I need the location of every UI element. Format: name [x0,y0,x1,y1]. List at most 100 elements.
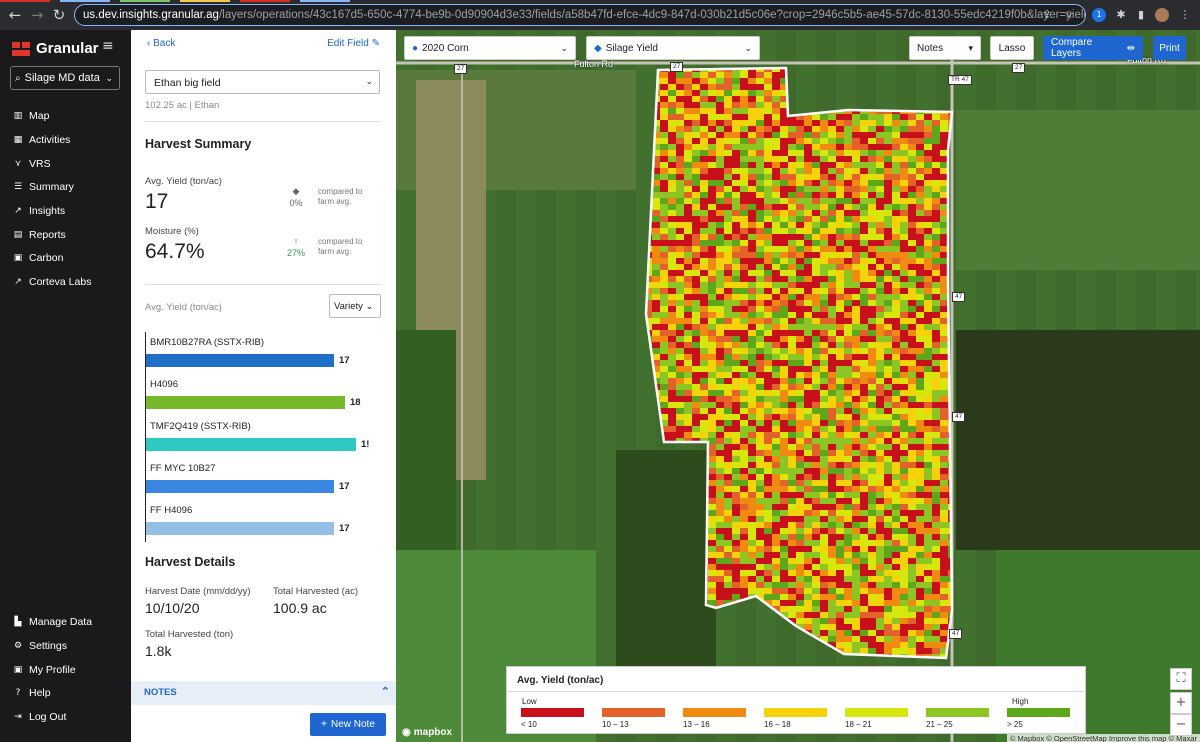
nav-label: Manage Data [29,616,93,628]
profile-avatar-icon[interactable] [1155,8,1169,22]
arrow-up-icon: ↑ [293,236,299,246]
season-select[interactable]: ⌕ Silage MD data ⌄ [10,66,120,90]
notes-label: NOTES [144,687,177,698]
puzzle-extensions-icon[interactable]: ✱ [1116,8,1126,21]
nav-item-help[interactable]: ? Help [13,687,51,699]
menu-dots-icon[interactable]: ⋮ [1179,8,1191,21]
nav-item-summary[interactable]: ☰ Summary [13,181,74,193]
granular-logo-mark-icon [12,41,30,56]
print-button[interactable]: Print [1153,36,1186,60]
back-link[interactable]: ‹ Back [147,38,175,49]
collapse-menu-icon[interactable]: ≡ [102,38,114,54]
fullscreen-icon[interactable]: ⛶ [1170,668,1192,690]
gear-icon: ⚙ [13,641,23,651]
legend-swatch [683,708,746,717]
nav-item-reports[interactable]: ▤ Reports [13,229,66,241]
harvest-date-value: 10/10/20 [145,600,200,616]
bookmark-star-icon[interactable]: ☆ [1064,8,1074,21]
notes-section-header[interactable]: NOTES ⌃ [131,681,396,705]
nav-label: Corteva Labs [29,276,92,288]
variety-bar[interactable] [146,522,334,535]
bar-value: 1! [361,439,370,450]
legend-range: < 10 [521,720,537,729]
lasso-button-label: Lasso [998,42,1026,54]
caret-down-icon: ▾ [968,42,973,53]
moisture-value: 64.7% [145,240,205,263]
legend-swatch [764,708,827,717]
mapbox-logo[interactable]: ◉ mapbox [402,727,452,738]
sidebar-icon[interactable]: ▮ [1137,8,1145,21]
harvest-date-label: Harvest Date (mm/dd/yy) [145,586,251,597]
chevron-up-icon: ⌃ [380,686,390,698]
nav-label: Insights [29,205,66,217]
route-shield: 47 [952,412,966,422]
moisture-delta: 27% [286,248,305,258]
map-attribution[interactable]: © Mapbox © OpenStreetMap Improve this ma… [1006,734,1200,742]
logout-icon: ⇥ [14,712,22,722]
chart-axis [145,332,146,542]
moisture-compare: compared to farm avg. [318,237,363,256]
reload-icon[interactable]: ↻ [52,6,66,24]
compare-layers-button[interactable]: Compare Layers ⇹ [1043,36,1143,60]
nav-item-insights[interactable]: ↗ Insights [13,205,65,217]
granular-logo[interactable]: Granular [12,40,99,57]
nav-item-activities[interactable]: ▦ Activities [13,134,71,146]
divider [145,284,381,285]
chevron-left-icon: ‹ [147,38,154,49]
crop-season-select[interactable]: ● 2020 Corn ⌄ [404,36,576,60]
bar-label: FF H4096 [150,505,193,516]
route-shield: 27 [670,62,684,72]
chevron-down-icon: ⌄ [365,301,374,312]
field-detail-panel: ‹ Back Edit Field ✎ Ethan big field ⌄ 10… [131,30,396,742]
share-icon[interactable]: ⇪ [1042,8,1052,21]
zoom-out-button[interactable]: − [1170,714,1192,736]
nav-item-corteva-labs[interactable]: ↗ Corteva Labs [13,276,91,288]
avg-yield-value: 17 [145,190,169,213]
variety-bar[interactable] [146,354,334,367]
forward-arrow-icon[interactable]: → [30,6,44,24]
address-bar[interactable]: us.dev.insights.granular.ag/layers/opera… [74,4,1086,26]
map-view[interactable]: Fulton Rd Fulton Rd 27 27 27 TR 47 47 47… [396,30,1200,742]
layer-select[interactable]: ◆ Silage Yield ⌄ [586,36,760,60]
nav-item-my-profile[interactable]: ▣ My Profile [13,664,76,676]
variety-bar[interactable] [146,438,356,451]
edit-field-link[interactable]: Edit Field ✎ [327,38,380,49]
browser-toolbar: ← → ↻ us.dev.insights.granular.ag/layers… [0,0,1200,30]
field-select[interactable]: Ethan big field ⌄ [145,70,380,94]
group-by-select[interactable]: Variety ⌄ [329,294,381,318]
total-ac-value: 100.9 ac [273,600,327,616]
nav-item-map[interactable]: ▥ Map [13,110,50,122]
nav-item-carbon[interactable]: ▣ Carbon [13,252,64,264]
satellite-map[interactable] [396,30,1200,742]
notes-button[interactable]: Notes ▾ [909,36,981,60]
legend-range: 16 – 18 [764,720,791,729]
nav-item-settings[interactable]: ⚙ Settings [13,640,67,652]
legend-range: > 25 [1007,720,1023,729]
extension-badge-icon[interactable]: 1 [1092,8,1106,22]
avg-yield-compare: compared to farm avg. [318,187,363,206]
yield-heatmap [646,68,952,658]
total-ton-value: 1.8k [145,643,172,659]
layer-select-value: Silage Yield [605,42,658,54]
variety-bar[interactable] [146,396,345,409]
harvest-details-title: Harvest Details [145,555,236,569]
nav-item-log-out[interactable]: ⇥ Log Out [13,711,66,723]
nav-item-vrs[interactable]: ⋎ VRS [13,158,51,170]
variety-bar[interactable] [146,480,334,493]
route-shield: 27 [1012,63,1026,73]
legend-divider [507,691,1085,692]
insights-trend-icon: ↗ [14,206,22,216]
compare-arrows-icon: ⇹ [1126,42,1135,54]
new-note-button[interactable]: + New Note [310,713,386,736]
lasso-button[interactable]: Lasso [990,36,1034,60]
road-label: Fulton Rd [574,59,614,69]
zoom-in-button[interactable]: + [1170,692,1192,714]
nav-item-manage-data[interactable]: ▙ Manage Data [13,616,93,628]
route-shield: 47 [949,629,963,639]
carbon-icon: ▣ [13,253,23,263]
nav-label: My Profile [29,664,76,676]
back-arrow-icon[interactable]: ← [8,6,22,24]
nav-label: Reports [29,229,66,241]
compare-layers-label: Compare Layers [1051,37,1093,59]
legend-title: Avg. Yield (ton/ac) [517,675,604,686]
